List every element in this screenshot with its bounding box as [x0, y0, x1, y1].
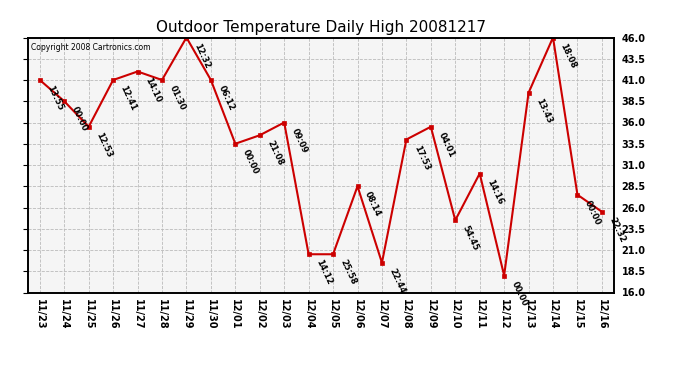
Text: 04:01: 04:01	[436, 131, 456, 159]
Text: 17:53: 17:53	[412, 144, 431, 172]
Text: 00:00: 00:00	[241, 148, 260, 176]
Text: 09:09: 09:09	[290, 127, 309, 154]
Text: 12:32: 12:32	[192, 42, 211, 70]
Text: 25:58: 25:58	[339, 258, 358, 286]
Text: Copyright 2008 Cartronics.com: Copyright 2008 Cartronics.com	[30, 43, 150, 52]
Text: 00:00: 00:00	[583, 199, 602, 226]
Text: 12:53: 12:53	[95, 131, 114, 159]
Text: 18:08: 18:08	[559, 42, 578, 69]
Title: Outdoor Temperature Daily High 20081217: Outdoor Temperature Daily High 20081217	[156, 20, 486, 35]
Text: 54:45: 54:45	[461, 224, 480, 253]
Text: 22:32: 22:32	[607, 216, 627, 244]
Text: 14:12: 14:12	[314, 258, 334, 286]
Text: 08:14: 08:14	[363, 190, 382, 218]
Text: 13:43: 13:43	[534, 97, 553, 125]
Text: 22:44: 22:44	[388, 267, 407, 295]
Text: 21:08: 21:08	[266, 140, 285, 167]
Text: 01:30: 01:30	[168, 84, 187, 112]
Text: 00:00: 00:00	[510, 280, 529, 308]
Text: 14:10: 14:10	[143, 76, 163, 104]
Text: 06:12: 06:12	[217, 84, 236, 112]
Text: 14:16: 14:16	[485, 178, 505, 206]
Text: 12:41: 12:41	[119, 84, 138, 112]
Text: 13:55: 13:55	[46, 84, 65, 112]
Text: 00:00: 00:00	[70, 105, 89, 133]
